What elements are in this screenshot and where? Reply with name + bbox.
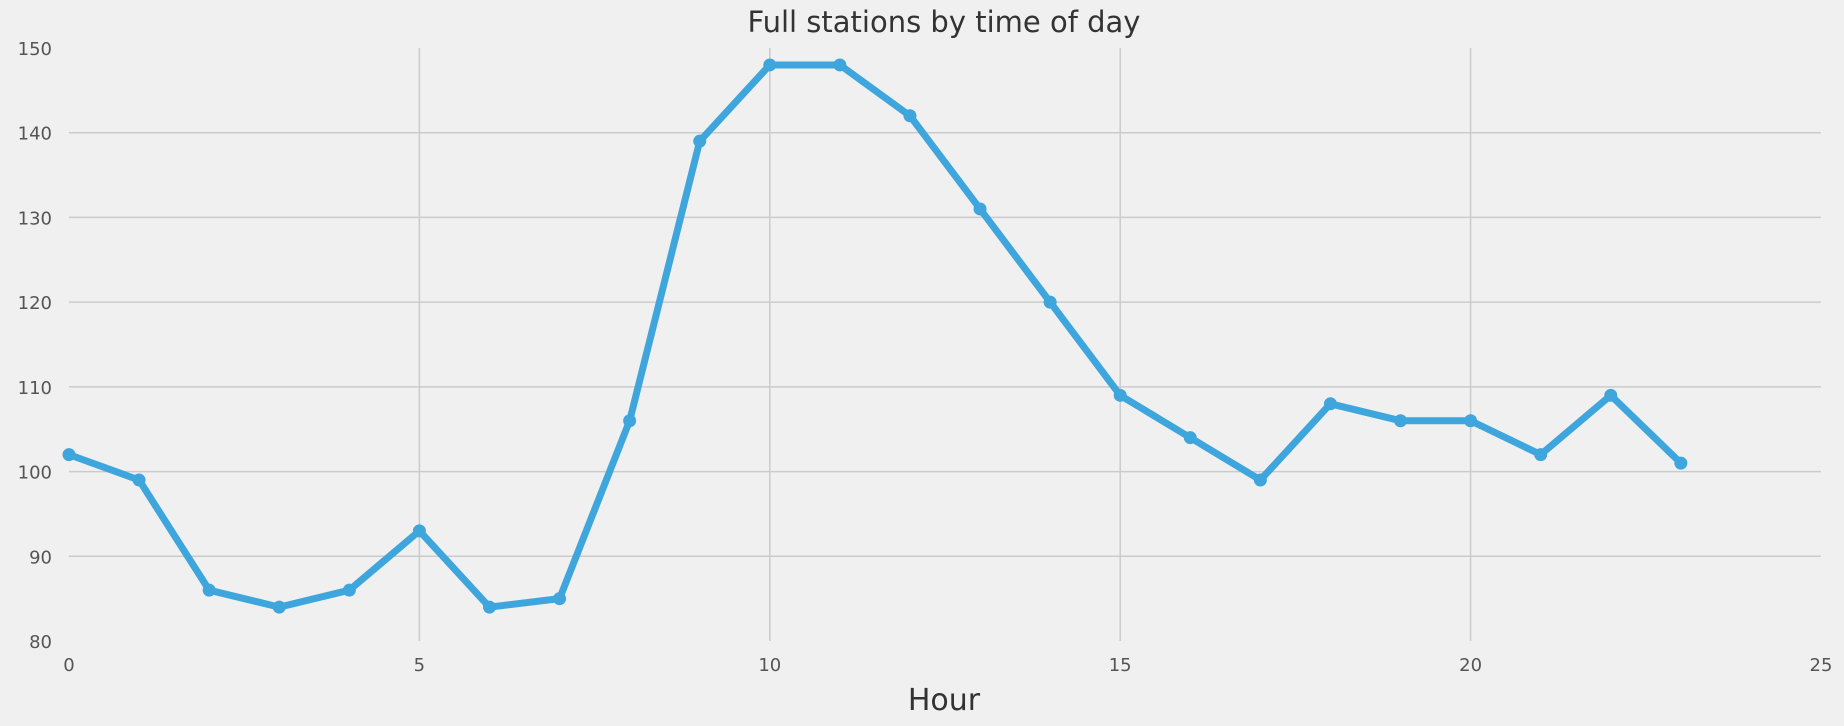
y-tick-label: 150 [18, 39, 52, 60]
data-point [763, 58, 777, 72]
chart-title: Full stations by time of day [748, 5, 1141, 39]
y-tick-label: 90 [29, 547, 52, 568]
y-tick-label: 110 [18, 378, 52, 399]
x-tick-label: 15 [1109, 655, 1132, 676]
data-point [342, 583, 356, 597]
data-point [1253, 473, 1267, 487]
data-point [1604, 388, 1618, 402]
data-point [1113, 388, 1127, 402]
data-point [412, 524, 426, 538]
data-point [553, 592, 567, 606]
data-point [62, 448, 76, 462]
data-point [132, 473, 146, 487]
data-point [482, 600, 496, 614]
vertical-gridlines [418, 48, 1472, 641]
data-point [973, 202, 987, 216]
x-axis-label: Hour [908, 683, 981, 718]
y-tick-labels: 80 90 100 110 120 130 140 150 [18, 39, 52, 653]
y-tick-label: 140 [18, 124, 52, 145]
x-tick-label: 25 [1810, 655, 1833, 676]
x-tick-label: 5 [414, 655, 425, 676]
data-point [1043, 295, 1057, 309]
series-layer [62, 58, 1688, 614]
data-point [833, 58, 847, 72]
horizontal-gridlines [69, 131, 1821, 558]
data-point [272, 600, 286, 614]
data-point [1183, 431, 1197, 445]
y-tick-label: 80 [29, 632, 52, 653]
data-point [1394, 414, 1408, 428]
data-point [1674, 456, 1688, 470]
data-point [903, 109, 917, 123]
data-point [693, 134, 707, 148]
y-tick-label: 100 [18, 463, 52, 484]
series-line [65, 61, 1685, 611]
x-tick-label: 10 [758, 655, 781, 676]
x-tick-label: 20 [1459, 655, 1482, 676]
y-tick-label: 130 [18, 208, 52, 229]
data-point [1323, 397, 1337, 411]
data-point [202, 583, 216, 597]
data-point [1464, 414, 1478, 428]
data-point [1534, 448, 1548, 462]
y-tick-label: 120 [18, 293, 52, 314]
x-tick-labels: 0 5 10 15 20 25 [63, 655, 1832, 676]
data-point [623, 414, 637, 428]
x-tick-label: 0 [63, 655, 74, 676]
